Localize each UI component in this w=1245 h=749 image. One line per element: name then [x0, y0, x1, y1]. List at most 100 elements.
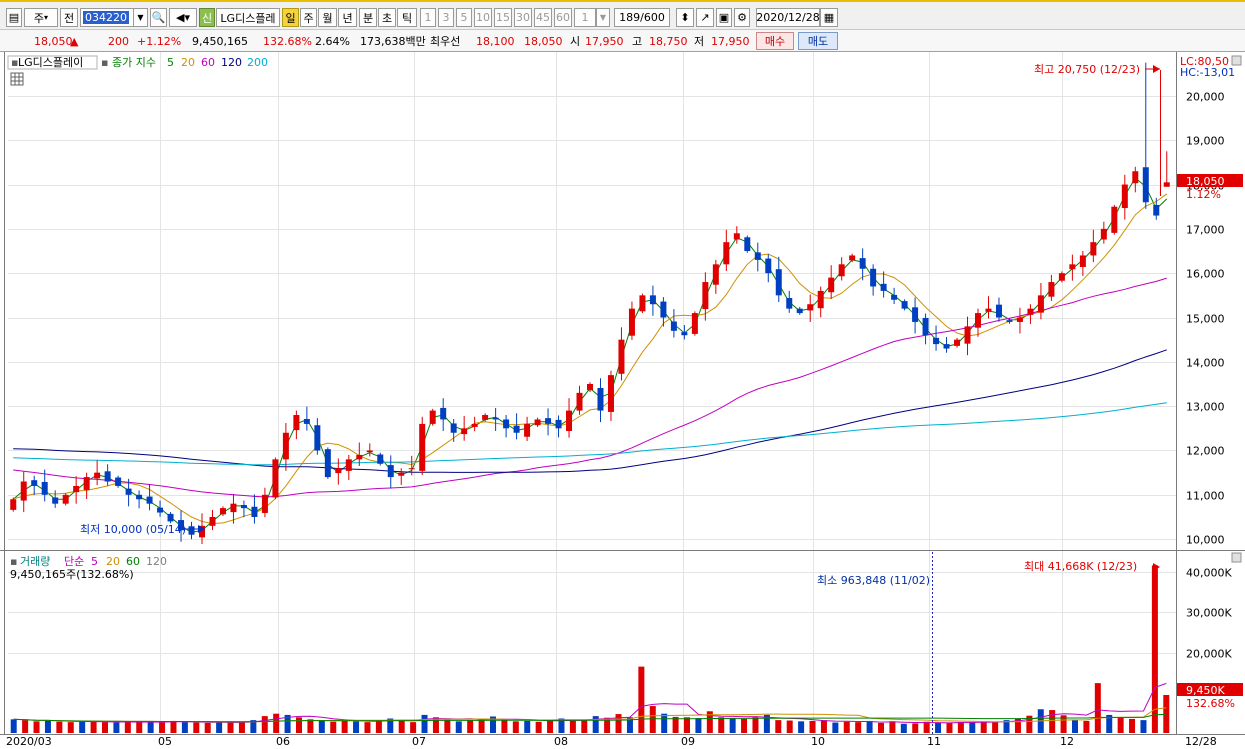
period-year-tab[interactable]: 년 — [338, 8, 357, 27]
candle-body — [492, 417, 499, 420]
candle-body — [419, 423, 426, 471]
stock-name-field[interactable]: LG디스플레 — [216, 8, 280, 27]
interval-45[interactable]: 45 — [534, 8, 552, 27]
interval-10[interactable]: 10 — [474, 8, 492, 27]
volume-bar — [490, 716, 496, 733]
x-axis-label: 06 — [276, 735, 290, 748]
window-icon[interactable]: ▤ — [6, 8, 22, 27]
interval-custom-input[interactable]: 1 — [574, 8, 596, 27]
volume-value-line: 9,450,165주(132.68%) — [10, 568, 134, 581]
candle-body — [31, 480, 38, 486]
prev-button[interactable]: 전 — [60, 8, 78, 27]
candle-body — [597, 387, 604, 411]
volume-bar — [455, 721, 462, 733]
vma120-label: 120 — [146, 555, 167, 568]
candle-body — [849, 255, 856, 261]
new-button[interactable]: 신 — [199, 8, 215, 27]
period-month-tab[interactable]: 월 — [318, 8, 337, 27]
bar-style-icon[interactable]: ⬍ — [676, 8, 694, 27]
volume-bar — [547, 720, 554, 733]
best-bid: 18,050 — [524, 34, 563, 48]
volume-bar — [170, 720, 177, 733]
up-arrow-icon: ▲ — [70, 34, 79, 48]
price-change-pct: +1.12% — [137, 34, 182, 48]
volume-bar — [467, 720, 474, 733]
stock-code-input[interactable]: 034220 — [80, 8, 148, 27]
candle-body — [136, 494, 143, 500]
x-axis-label: 12 — [1060, 735, 1074, 748]
volume-bar — [558, 718, 565, 733]
save-icon[interactable]: ▣ — [716, 8, 732, 27]
candle-body — [261, 494, 268, 513]
price-y-tick: 11,000 — [1186, 490, 1225, 503]
price-y-tick: 19,000 — [1186, 135, 1225, 148]
calendar-icon[interactable]: ▦ — [820, 8, 838, 27]
volume-bar — [296, 717, 302, 733]
volume-bar — [706, 711, 713, 733]
volume-y-tick: 40,000K — [1186, 567, 1232, 580]
candle-body — [566, 410, 573, 431]
period-low-note: 최저 10,000 (05/14) — [80, 523, 186, 536]
date-field[interactable]: 2020/12/28 — [756, 8, 820, 27]
volume-bar — [421, 714, 428, 733]
candle-body — [670, 321, 677, 331]
interval-15[interactable]: 15 — [494, 8, 512, 27]
search-icon[interactable]: 🔍 — [150, 8, 167, 27]
price-y-tick: 17,000 — [1186, 224, 1225, 237]
panel-scroll-top-icon[interactable] — [1231, 55, 1242, 66]
buy-button[interactable]: 매수 — [756, 32, 794, 50]
volume-bar — [1026, 715, 1033, 733]
x-axis-label: 2020/03 — [6, 735, 52, 748]
period-minute-tab[interactable]: 분 — [359, 8, 377, 27]
line-tool-icon[interactable]: ↗ — [696, 8, 714, 27]
candle-body — [272, 459, 279, 498]
interval-5[interactable]: 5 — [456, 8, 472, 27]
candle-body — [303, 419, 310, 424]
volume-bars — [10, 565, 1170, 733]
table-icon[interactable] — [10, 72, 24, 86]
candle-body — [880, 283, 887, 291]
period-second-tab[interactable]: 초 — [378, 8, 396, 27]
gear-icon[interactable]: ⚙ — [734, 8, 750, 27]
candle-body — [398, 472, 405, 476]
period-day-tab[interactable]: 일 — [282, 8, 299, 27]
volume-bar — [432, 717, 439, 733]
volume-ratio: 132.68% — [263, 34, 312, 48]
indicator-label-icon: ▪ — [101, 56, 108, 69]
volume-bar — [284, 714, 291, 733]
volume-bar — [900, 723, 907, 733]
period-tick-tab[interactable]: 틱 — [397, 8, 417, 27]
period-week-tab[interactable]: 주 — [300, 8, 317, 27]
candle-body — [314, 425, 321, 451]
vma5-label: 5 — [91, 555, 98, 568]
volume-bar — [216, 721, 223, 733]
sell-button[interactable]: 매도 — [798, 32, 838, 50]
candle-body — [1111, 206, 1118, 233]
volume-bar — [569, 720, 576, 733]
candle-body — [587, 384, 593, 391]
interval-60[interactable]: 60 — [554, 8, 572, 27]
price-panel-title-icon: ▪ — [11, 56, 18, 69]
panel-scroll-up-icon[interactable] — [1231, 552, 1242, 563]
interval-dropdown-icon[interactable]: ▼ — [596, 8, 610, 27]
current-volume-tag-bg — [1177, 683, 1243, 696]
stock-chart[interactable]: 20,00019,00018,00017,00016,00015,00014,0… — [0, 52, 1245, 749]
interval-1[interactable]: 1 — [420, 8, 436, 27]
interval-3[interactable]: 3 — [438, 8, 454, 27]
candle-body — [219, 508, 226, 515]
candle-body — [702, 282, 709, 310]
volume-bar — [1072, 720, 1078, 733]
volume-bar — [341, 719, 348, 733]
view-count-field[interactable]: 189/600 — [614, 8, 670, 27]
volume-bar — [763, 714, 770, 733]
candle-body — [681, 332, 688, 336]
code-dropdown-icon[interactable]: ▼ — [133, 8, 148, 27]
market-select[interactable]: 주 ▾ — [24, 8, 58, 27]
volume-bar — [410, 722, 417, 733]
interval-30[interactable]: 30 — [514, 8, 532, 27]
volume-ma-lines — [13, 682, 1167, 724]
candle-body — [828, 277, 835, 293]
candle-body — [1121, 184, 1128, 209]
ma5-label: 5 — [167, 56, 174, 69]
speaker-icon[interactable]: ◀▾ — [169, 8, 197, 27]
